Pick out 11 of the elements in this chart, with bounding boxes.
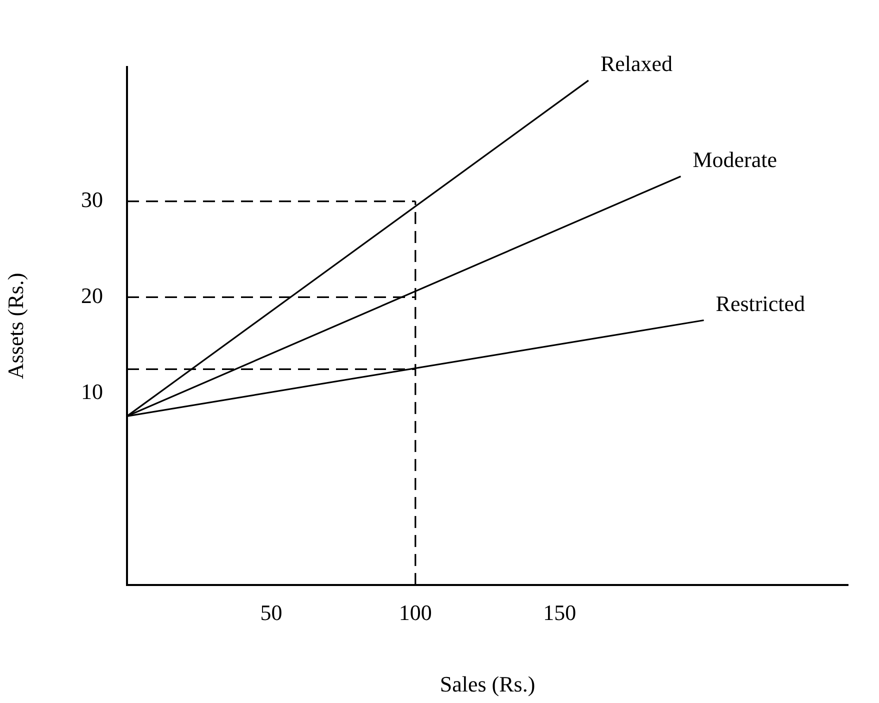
series-label: Relaxed	[600, 51, 673, 76]
y-tick-label: 20	[81, 283, 103, 308]
y-axis-title: Assets (Rs.)	[2, 272, 28, 380]
x-axis-title: Sales (Rs.)	[440, 672, 536, 697]
y-tick-label: 10	[81, 378, 103, 404]
x-tick-label: 50	[260, 600, 282, 625]
x-tick-label: 100	[398, 600, 432, 625]
series-label: Restricted	[716, 291, 806, 316]
y-tick-label: 30	[81, 187, 103, 212]
series-label: Moderate	[692, 147, 778, 172]
x-tick-label: 150	[543, 600, 576, 625]
